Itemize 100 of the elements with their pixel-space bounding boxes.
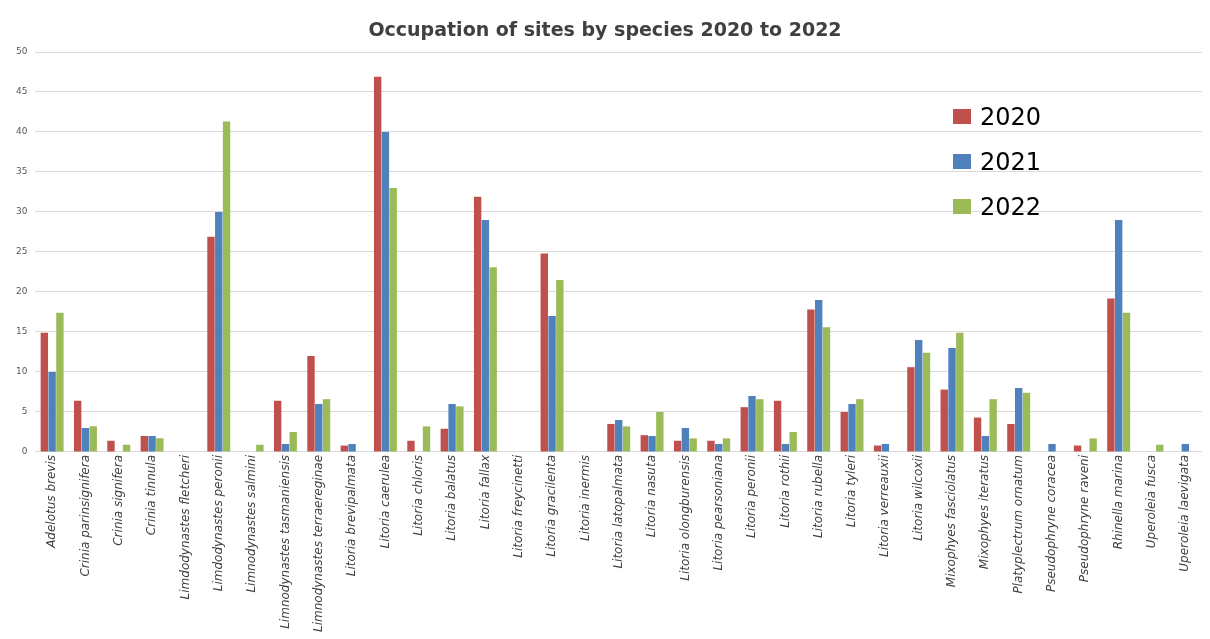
bar [707, 440, 715, 452]
x-tick-label: Litoria verreauxii [877, 454, 892, 557]
bar [807, 309, 815, 452]
x-tick-label: Mixophyes iteratus [977, 454, 992, 570]
x-tick-label: Litoria pearsoniana [710, 454, 725, 571]
y-tick-label: 0 [21, 446, 28, 457]
bar [273, 400, 282, 452]
bar [1007, 423, 1015, 452]
bar [956, 332, 964, 452]
bar [540, 253, 548, 452]
x-tick-label: Litoria inermis [577, 454, 592, 542]
y-tick-label: 10 [16, 366, 28, 377]
bar [640, 435, 648, 452]
x-tick-label: Litoria caerulea [377, 454, 392, 549]
bar [81, 427, 90, 452]
x-tick-label: Limdodynastes fletcheri [177, 454, 192, 600]
bar [648, 435, 656, 452]
bar [815, 299, 823, 452]
bar [1114, 219, 1123, 452]
bar [373, 76, 382, 452]
x-tick-label: Limnodynastes tasmaniensis [277, 454, 292, 629]
bar [989, 399, 997, 452]
bar [981, 435, 990, 452]
bar [307, 355, 315, 452]
bar [740, 407, 748, 452]
bar [40, 332, 49, 452]
x-tick-label: Litoria chloris [410, 454, 425, 536]
x-tick-label: Platyplectrum ornatum [1010, 454, 1025, 594]
x-tick-label: Pseudophryne coracea [1044, 454, 1059, 593]
x-tick-label: Litoria nasuta [644, 454, 659, 538]
bar [773, 400, 782, 452]
bar [681, 427, 690, 452]
bar [722, 438, 731, 452]
bar [422, 426, 431, 452]
y-tick-label: 50 [16, 46, 28, 57]
legend-label: 2022 [980, 192, 1042, 221]
bar [848, 403, 856, 452]
x-tick-label: Litoria freycinetti [510, 454, 525, 558]
bar [756, 399, 764, 452]
x-tick-label: Litoria balatus [444, 454, 459, 541]
bar [607, 423, 615, 452]
x-tick-label: Litoria olongburensis [677, 454, 692, 581]
x-tick-label: Crinia parinsignifera [77, 454, 92, 577]
x-tick-label: Limnodynastes salmini [244, 454, 259, 593]
bar [481, 219, 490, 452]
bar [322, 399, 331, 452]
legend-label: 2021 [980, 147, 1042, 176]
bar [315, 403, 323, 452]
x-tick-label: Limnodynastes terraereginae [310, 454, 325, 633]
x-tick-label: Litoria wilcoxii [910, 454, 925, 541]
bar [1107, 298, 1115, 452]
bar [256, 444, 264, 452]
bar [215, 211, 223, 452]
x-tick-label: Litoria fallax [477, 454, 492, 530]
x-tick-label: Uperoleia laevigata [1177, 454, 1192, 572]
bar [615, 419, 623, 452]
bar [856, 399, 864, 452]
x-tick-label: Litoria rubella [810, 454, 825, 539]
x-tick-label: Litoria peronii [744, 454, 759, 539]
x-tick-label: Litoria brevipalmata [344, 454, 359, 577]
y-tick-label: 30 [16, 206, 28, 217]
bar [948, 347, 956, 452]
bar [922, 352, 931, 452]
bar [456, 406, 464, 452]
bar [89, 426, 97, 452]
bar [107, 440, 115, 452]
x-tick-label: Rhinella marina [1110, 454, 1125, 550]
bar [940, 389, 948, 452]
bar [689, 438, 697, 452]
bar [140, 435, 149, 452]
bar [548, 315, 556, 452]
bar [556, 279, 564, 452]
y-tick-label: 15 [16, 326, 28, 337]
legend-label: 2020 [980, 102, 1042, 131]
bar [348, 443, 356, 452]
y-tick-label: 20 [16, 286, 28, 297]
bar [473, 196, 482, 452]
bar [1014, 387, 1023, 452]
bar [1089, 438, 1097, 452]
x-tick-label: Pseudophryne raveni [1077, 454, 1092, 583]
x-tick-label: Litoria latopalmata [610, 454, 625, 569]
bar [222, 121, 231, 452]
bar [789, 431, 797, 452]
bar [748, 395, 756, 452]
y-tick-label: 25 [16, 246, 28, 257]
bar [448, 403, 456, 452]
y-tick-label: 45 [16, 86, 28, 97]
y-tick-label: 5 [21, 406, 28, 417]
bar [822, 327, 831, 452]
bar [915, 339, 923, 452]
bar [56, 312, 64, 452]
y-tick-label: 40 [16, 126, 28, 137]
x-tick-label: Litoria rothii [777, 454, 792, 528]
x-tick-label: Uperoleia fusca [1144, 454, 1159, 549]
chart-title: Occupation of sites by species 2020 to 2022 [367, 18, 843, 40]
x-tick-label: Crinia signifera [110, 454, 125, 546]
bar [440, 428, 448, 452]
bar [1048, 443, 1056, 452]
bar [407, 440, 415, 452]
bar [289, 431, 297, 452]
